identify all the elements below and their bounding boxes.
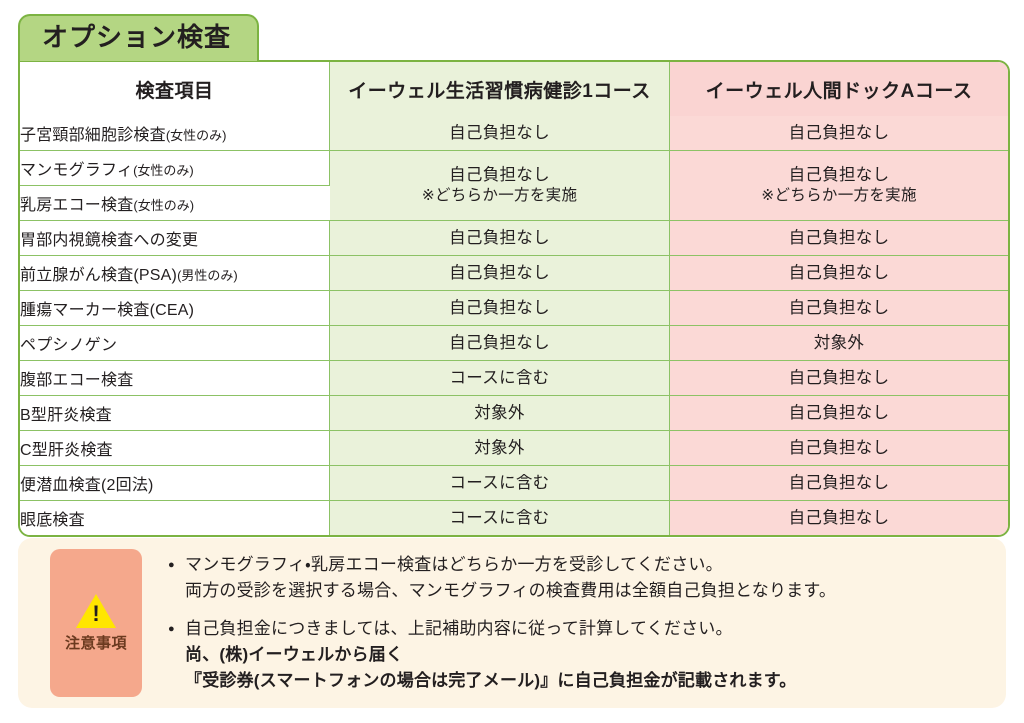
cell-value-pink: 自己負担なし (670, 291, 1008, 326)
cell-value-green: 対象外 (330, 431, 670, 466)
cell-value-green: 自己負担なし (330, 291, 670, 326)
table-row: 眼底検査 コースに含む 自己負担なし (20, 501, 1008, 535)
exam-item-label: マンモグラフィ(女性のみ) (20, 151, 330, 186)
cell-value-pink: 対象外 (670, 326, 1008, 361)
warning-triangle-icon (76, 593, 116, 628)
cell-value-green: 自己負担なし (330, 116, 670, 151)
cell-value-green: 自己負担なし ※どちらか一方を実施 (330, 151, 670, 221)
page-title: オプション検査 (18, 14, 260, 61)
exam-item-note: (女性のみ) (133, 198, 195, 213)
table-head: 検査項目 イーウェル生活習慣病健診1コース イーウェル人間ドックAコース (20, 62, 1008, 116)
exam-item-label: ペプシノゲン (20, 326, 330, 361)
cell-value-pink: 自己負担なし (670, 221, 1008, 256)
cell-value-green: コースに含む (330, 501, 670, 535)
exam-item-label: 子宮頸部細胞診検査(女性のみ) (20, 116, 330, 151)
exam-item-note: (女性のみ) (133, 163, 194, 178)
cell-value-green: コースに含む (330, 361, 670, 396)
table-header-row: 検査項目 イーウェル生活習慣病健診1コース イーウェル人間ドックAコース (20, 62, 1008, 116)
caution-badge: 注意事項 (50, 549, 142, 697)
column-header-item: 検査項目 (20, 62, 330, 116)
table-row: 乳房エコー検査(女性のみ) (20, 186, 1008, 221)
table-body: 子宮頸部細胞診検査(女性のみ) 自己負担なし 自己負担なし マンモグラフィ(女性のみ)… (20, 116, 1008, 535)
notes-panel: 注意事項 マンモグラフィ・乳房エコー検査はどちらか一方を受診してください。両方の… (18, 538, 1006, 708)
cell-value-pink: 自己負担なし (670, 431, 1008, 466)
caution-label: 注意事項 (64, 634, 127, 652)
cell-value-pink: 自己負担なし (670, 396, 1008, 431)
column-header-course-green: イーウェル生活習慣病健診1コース (330, 62, 670, 116)
notes-list: マンモグラフィ・乳房エコー検査はどちらか一方を受診してください。両方の受診を選択… (142, 538, 1006, 708)
table-row: ペプシノゲン 自己負担なし 対象外 (20, 326, 1008, 361)
cell-value-pink: 自己負担なし (670, 466, 1008, 501)
table-row: 子宮頸部細胞診検査(女性のみ) 自己負担なし 自己負担なし (20, 116, 1008, 151)
cell-value-pink: 自己負担なし ※どちらか一方を実施 (670, 151, 1008, 221)
cell-value-pink: 自己負担なし (670, 116, 1008, 151)
exam-item-label: 眼底検査 (20, 501, 330, 535)
exam-item-label: 便潜血検査(2回法) (20, 466, 330, 501)
table-row: 前立腺がん検査(PSA)(男性のみ) 自己負担なし 自己負担なし (20, 256, 1008, 291)
option-exam-table-container: 検査項目 イーウェル生活習慣病健診1コース イーウェル人間ドックAコース 子宮頸… (18, 60, 1010, 537)
exam-item-label: 腹部エコー検査 (20, 361, 330, 396)
table-row: マンモグラフィ(女性のみ) 自己負担なし ※どちらか一方を実施 自己負担なし ※どちらか… (20, 151, 1008, 221)
note-item: マンモグラフィ・乳房エコー検査はどちらか一方を受診してください。両方の受診を選択… (168, 552, 996, 605)
note-item: 自己負担金につきましては、上記補助内容に従って計算してください。尚、(株)イーウ… (168, 616, 996, 695)
exam-item-note: (女性のみ) (165, 128, 227, 143)
table-row: 便潜血検査(2回法) コースに含む 自己負担なし (20, 466, 1008, 501)
cell-value-pink: 自己負担なし (670, 501, 1008, 535)
table-row: C型肝炎検査 対象外 自己負担なし (20, 431, 1008, 466)
exam-item-label: 前立腺がん検査(PSA)(男性のみ) (20, 256, 330, 291)
table-row: 腹部エコー検査 コースに含む 自己負担なし (20, 361, 1008, 396)
cell-value-green: 自己負担なし (330, 256, 670, 291)
title-tab-container: オプション検査 (18, 14, 260, 61)
table-row: 腫瘍マーカー検査(CEA) 自己負担なし 自己負担なし (20, 291, 1008, 326)
cell-value-green-note: ※どちらか一方を実施 (421, 187, 578, 205)
note-line: マンモグラフィ・乳房エコー検査はどちらか一方を受診してください。 (185, 555, 723, 574)
cell-value-green: 自己負担なし (330, 221, 670, 256)
column-header-course-pink: イーウェル人間ドックAコース (670, 62, 1008, 116)
cell-value-green: コースに含む (330, 466, 670, 501)
cell-value-green: 対象外 (330, 396, 670, 431)
exam-item-note: (男性のみ) (177, 268, 238, 283)
exam-item-label: 胃部内視鏡検査への変更 (20, 221, 330, 256)
exam-item-label: 腫瘍マーカー検査(CEA) (20, 291, 330, 326)
cell-value-pink: 自己負担なし (670, 361, 1008, 396)
note-line: 尚、(株)イーウェルから届く (185, 645, 404, 665)
exam-item-label: C型肝炎検査 (20, 431, 330, 466)
exam-item-label: B型肝炎検査 (20, 396, 330, 431)
cell-value-green: 自己負担なし (330, 326, 670, 361)
note-line: 『受診券(スマートフォンの場合は完了メール)』に自己負担金が記載されます。 (185, 671, 797, 691)
table-row: B型肝炎検査 対象外 自己負担なし (20, 396, 1008, 431)
note-line: 両方の受診を選択する場合、マンモグラフィの検査費用は全額自己負担となります。 (185, 581, 837, 601)
option-exam-table: 検査項目 イーウェル生活習慣病健診1コース イーウェル人間ドックAコース 子宮頸… (18, 60, 1010, 537)
cell-value-pink-note: ※どちらか一方を実施 (761, 187, 917, 205)
exam-item-label: 乳房エコー検査(女性のみ) (20, 186, 330, 221)
cell-value-pink: 自己負担なし (670, 256, 1008, 291)
note-line: 自己負担金につきましては、上記補助内容に従って計算してください。 (185, 618, 733, 638)
table-row: 胃部内視鏡検査への変更 自己負担なし 自己負担なし (20, 221, 1008, 256)
